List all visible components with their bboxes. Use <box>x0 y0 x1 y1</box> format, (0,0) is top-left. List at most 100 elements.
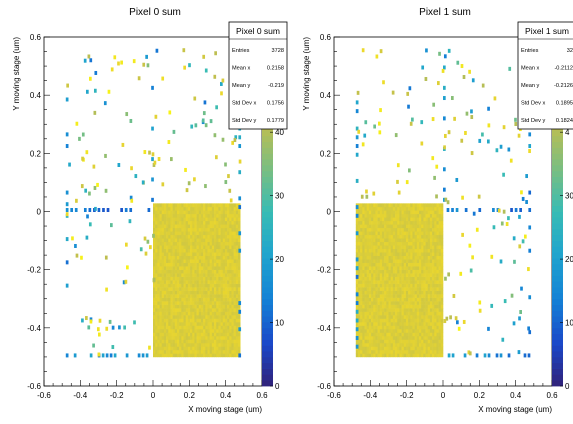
heatmap-cell <box>423 294 426 298</box>
heatmap-cell <box>216 353 219 358</box>
heatmap-cell <box>388 325 391 330</box>
heatmap-cell <box>355 318 359 323</box>
heatmap-cell <box>360 294 363 298</box>
heatmap-cell <box>187 335 191 340</box>
color-bar-segment <box>552 351 563 358</box>
heatmap-cell <box>185 241 189 246</box>
heatmap-cell <box>416 245 420 250</box>
heatmap-cell <box>216 259 219 263</box>
heatmap-cell <box>205 315 208 319</box>
heatmap-cell <box>179 339 182 344</box>
heatmap-cell <box>170 280 173 284</box>
heatmap-cell <box>390 234 394 239</box>
heatmap-cell <box>395 332 398 337</box>
heatmap-cell <box>436 353 439 358</box>
heatmap-cell <box>432 283 435 288</box>
heatmap-cell <box>384 353 387 358</box>
heatmap-cell <box>65 353 69 358</box>
heatmap-cell <box>392 315 396 319</box>
heatmap-cell <box>425 262 429 267</box>
heatmap-cell <box>209 269 213 274</box>
heatmap-cell <box>172 231 176 236</box>
heatmap-cell <box>205 210 208 215</box>
heatmap-cell <box>181 255 184 260</box>
heatmap-cell <box>408 308 411 312</box>
heatmap-cell <box>419 353 422 358</box>
heatmap-cell <box>395 280 398 284</box>
heatmap-cell <box>399 248 402 253</box>
heatmap-cell <box>390 227 394 232</box>
heatmap-cell <box>427 335 431 340</box>
heatmap-cell <box>438 280 442 284</box>
heatmap-cell <box>412 262 415 267</box>
heatmap-cell <box>174 266 178 270</box>
heatmap-cell <box>423 322 426 326</box>
heatmap-cell <box>384 311 387 316</box>
heatmap-cell <box>157 252 160 257</box>
heatmap-cell <box>366 311 370 316</box>
heatmap-cell <box>149 245 152 250</box>
heatmap-cell <box>438 51 441 56</box>
heatmap-cell <box>390 290 394 295</box>
heatmap-cell <box>209 213 213 218</box>
heatmap-cell <box>235 241 239 246</box>
heatmap-cell <box>181 248 184 253</box>
heatmap-cell <box>386 280 389 284</box>
heatmap-cell <box>89 76 92 81</box>
heatmap-cell <box>224 269 228 274</box>
heatmap-cell <box>362 269 365 274</box>
heatmap-cell <box>432 262 435 267</box>
heatmap-cell <box>397 224 400 229</box>
heatmap-cell <box>129 118 133 123</box>
heatmap-cell <box>179 252 182 257</box>
heatmap-cell <box>386 304 389 309</box>
heatmap-cell <box>357 266 361 270</box>
heatmap-cell <box>172 273 176 277</box>
heatmap-cell <box>381 304 385 309</box>
heatmap-cell <box>384 322 387 326</box>
heatmap-cell <box>157 255 160 260</box>
heatmap-cell <box>207 238 210 243</box>
heatmap-cell <box>155 290 158 295</box>
heatmap-cell <box>214 301 217 305</box>
heatmap-cell <box>379 217 383 222</box>
heatmap-cell <box>357 301 361 305</box>
heatmap-cell <box>364 220 367 225</box>
heatmap-cell <box>390 262 394 267</box>
heatmap-cell <box>373 301 376 305</box>
heatmap-cell <box>194 203 197 208</box>
heatmap-cell <box>192 297 195 302</box>
heatmap-cell <box>187 234 191 239</box>
heatmap-cell <box>224 294 228 298</box>
heatmap-cell <box>386 217 389 222</box>
heatmap-cell <box>432 339 435 344</box>
heatmap-cell <box>187 203 191 208</box>
heatmap-cell <box>423 227 426 232</box>
heatmap-cell <box>423 318 426 323</box>
heatmap-cell <box>222 276 226 281</box>
heatmap-cell <box>224 311 228 316</box>
heatmap-cell <box>179 290 182 295</box>
heatmap-cell <box>209 297 213 302</box>
heatmap-cell <box>229 273 232 277</box>
heatmap-cell <box>172 318 176 323</box>
heatmap-cell <box>166 294 169 298</box>
heatmap-cell <box>176 273 180 277</box>
heatmap-cell <box>405 224 409 229</box>
heatmap-cell <box>410 283 413 288</box>
heatmap-cell <box>207 325 210 330</box>
heatmap-cell <box>468 69 471 74</box>
heatmap-cell <box>220 328 224 333</box>
heatmap-cell <box>229 349 232 354</box>
heatmap-cell <box>419 220 422 225</box>
heatmap-cell <box>360 322 363 326</box>
heatmap-cell <box>159 262 163 267</box>
color-bar-segment <box>262 281 273 288</box>
heatmap-cell <box>198 238 202 243</box>
heatmap-cell <box>168 349 171 354</box>
heatmap-cell <box>419 210 422 215</box>
heatmap-cell <box>139 247 143 252</box>
heatmap-cell <box>431 117 435 122</box>
heatmap-cell <box>357 213 361 218</box>
heatmap-cell <box>166 206 169 211</box>
